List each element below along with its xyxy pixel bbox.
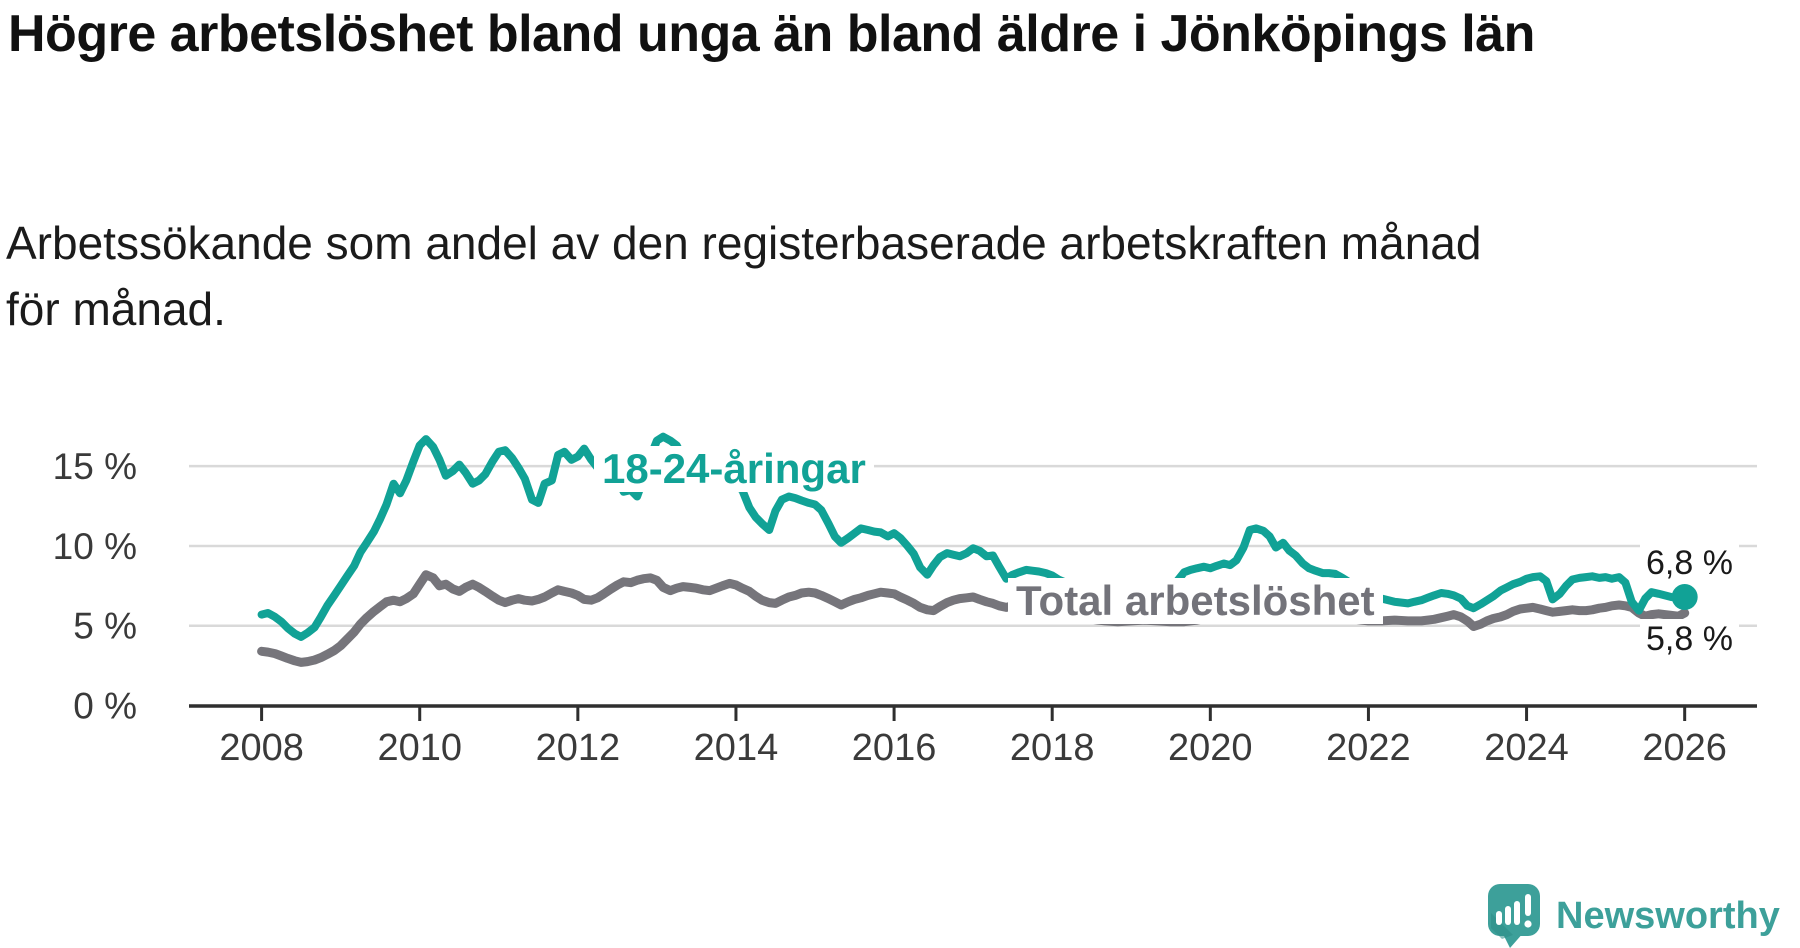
series-label-total: Total arbetslöshet [1008, 578, 1383, 624]
svg-text:5 %: 5 % [73, 606, 137, 647]
svg-text:2018: 2018 [1010, 727, 1095, 769]
svg-text:2014: 2014 [694, 727, 779, 769]
page-subtitle: Arbetssökande som andel av den registerb… [6, 217, 1482, 335]
brand-name: Newsworthy [1556, 895, 1780, 937]
page-title: Högre arbetslöshet bland unga än bland ä… [8, 5, 1535, 63]
svg-text:15 %: 15 % [53, 446, 137, 487]
svg-text:2012: 2012 [536, 727, 621, 769]
svg-text:2026: 2026 [1642, 727, 1727, 769]
svg-text:2020: 2020 [1168, 727, 1253, 769]
svg-text:2016: 2016 [852, 727, 937, 769]
series-label-18-24: 18-24-åringar [594, 446, 874, 492]
svg-text:2008: 2008 [219, 727, 304, 769]
speech-bubble-bar-chart-exclamation-icon [1488, 884, 1540, 948]
end-value-label-total: 5,8 % [1640, 619, 1739, 659]
svg-text:2024: 2024 [1484, 727, 1569, 769]
end-value-label-18-24: 6,8 % [1640, 543, 1739, 583]
svg-text:2010: 2010 [377, 727, 462, 769]
svg-text:2022: 2022 [1326, 727, 1411, 769]
svg-text:0 %: 0 % [73, 686, 137, 727]
svg-text:10 %: 10 % [53, 526, 137, 567]
newsworthy-logo: Newsworthy [1488, 884, 1780, 948]
